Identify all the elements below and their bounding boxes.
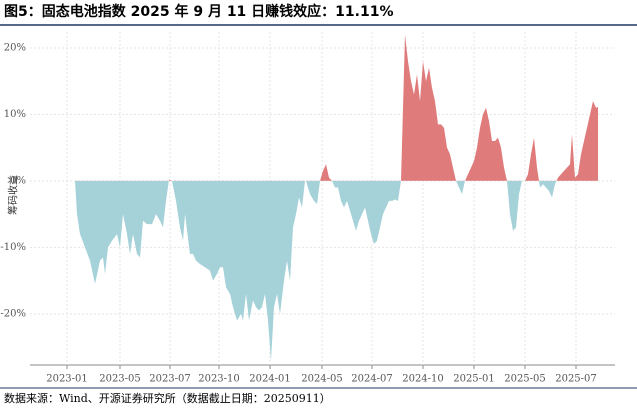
y-axis-label: 筹码收益 [7, 175, 20, 215]
x-tick-label: 2023-01 [46, 374, 88, 385]
source: 数据来源：Wind、开源证券研究所（数据截止日期：20250911） [4, 391, 331, 405]
x-tick-label: 2025-07 [555, 374, 597, 385]
x-tick-label: 2024-07 [351, 374, 393, 385]
y-tick-label: -10% [0, 242, 26, 253]
y-tick-label: 20% [4, 42, 26, 53]
x-tick-label: 2025-01 [453, 374, 495, 385]
x-tick-label: 2024-01 [249, 374, 291, 385]
y-tick-label: 0% [10, 175, 26, 186]
negative-area [75, 180, 557, 361]
x-tick-label: 2024-05 [301, 374, 343, 385]
y-tick-label: 10% [4, 109, 26, 120]
x-tick-label: 2024-10 [402, 374, 444, 385]
y-tick-label: -20% [0, 308, 26, 319]
chart-title: 图5：固态电池指数 2025 年 9 月 11 日赚钱效应：11.11% [4, 3, 393, 20]
x-tick-label: 2025-05 [504, 374, 546, 385]
x-tick-label: 2023-10 [198, 374, 240, 385]
x-tick-label: 2023-07 [149, 374, 191, 385]
x-tick-label: 2023-05 [99, 374, 141, 385]
